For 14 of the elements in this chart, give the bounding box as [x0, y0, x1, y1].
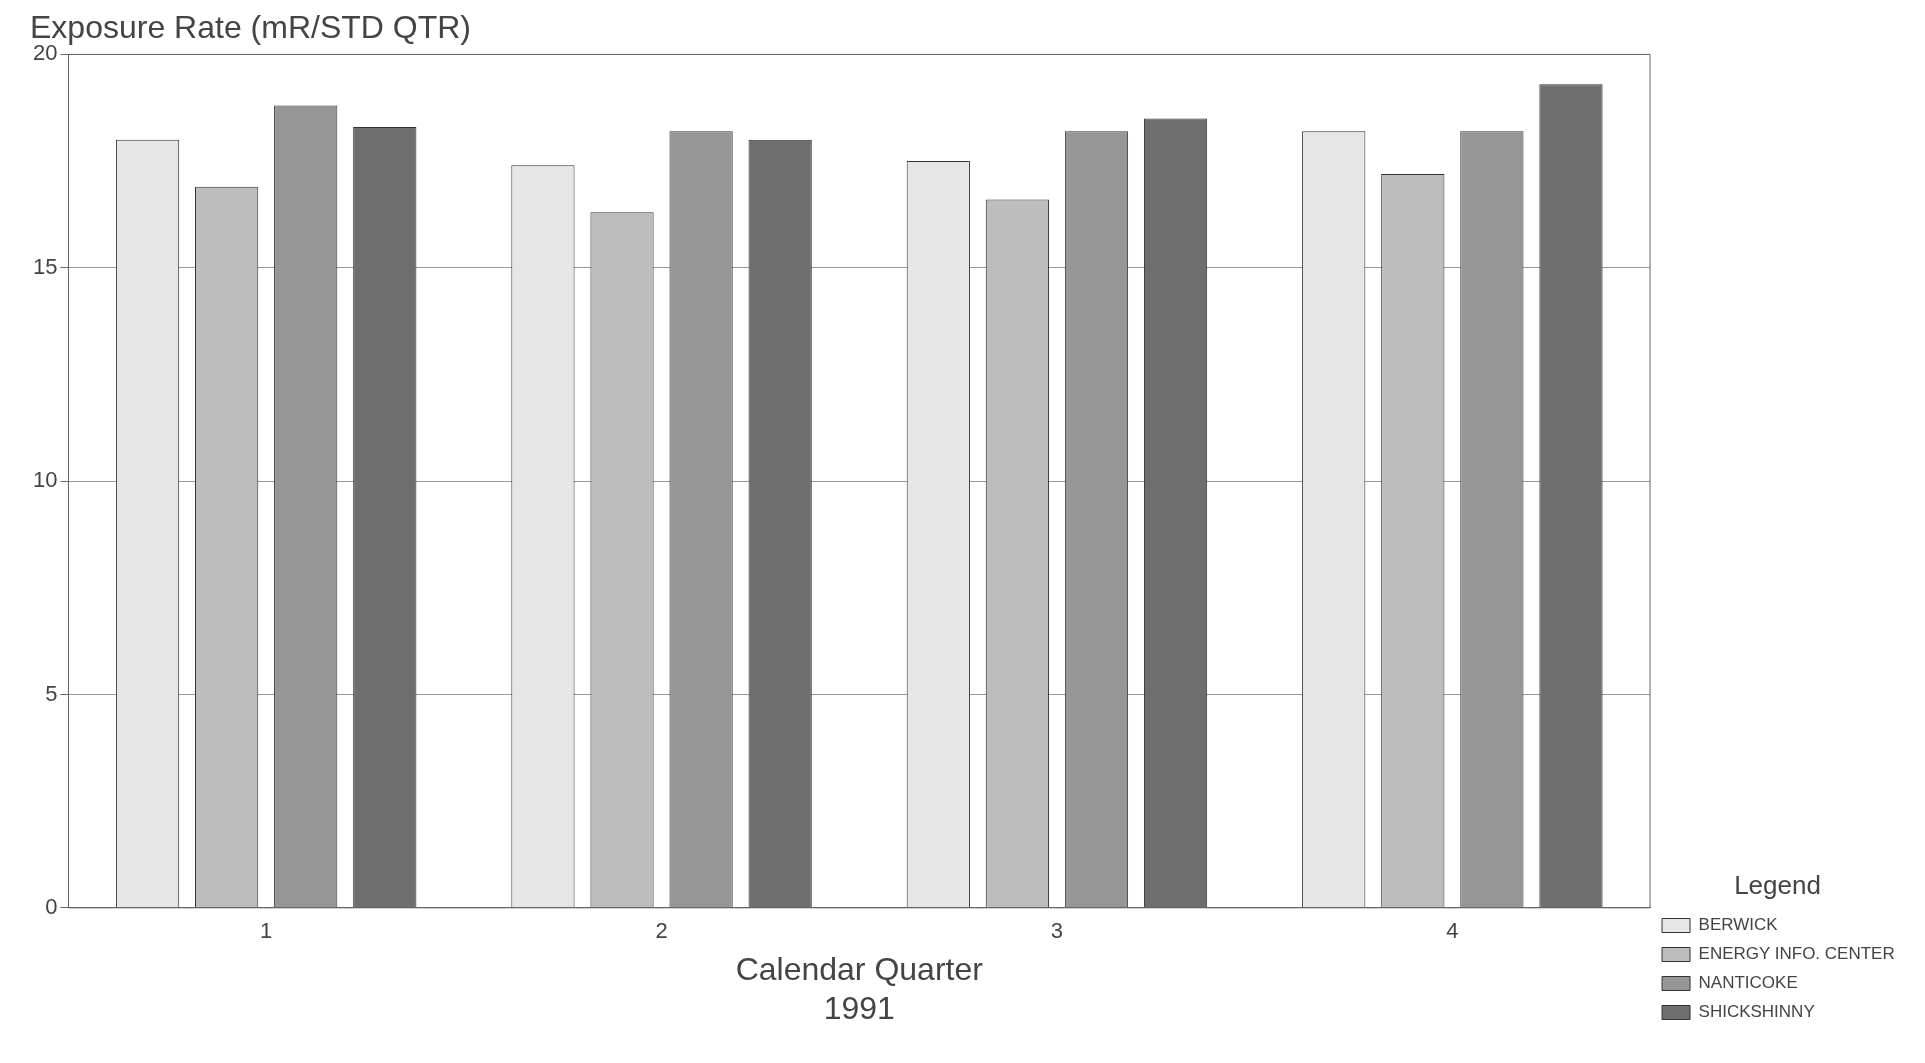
legend-label: BERWICK — [1698, 915, 1779, 935]
x-tick-label: 4 — [1446, 918, 1459, 944]
y-tick-label: 0 — [45, 893, 58, 919]
legend-label: ENERGY INFO. CENTER — [1698, 944, 1895, 964]
x-axis-title: Calendar Quarter 1991 — [735, 951, 984, 1026]
y-tick-label: 10 — [32, 467, 58, 493]
y-tick-label: 15 — [32, 253, 58, 279]
y-tick-label: 5 — [45, 680, 58, 706]
legend-label: SHICKSHINNY — [1698, 1002, 1815, 1022]
x-tick-label: 3 — [1050, 918, 1064, 944]
x-tick-label: 2 — [655, 918, 668, 944]
legend-label: NANTICOKE — [1698, 973, 1798, 993]
legend-title: Legend — [1734, 869, 1821, 900]
x-tick-label: 1 — [260, 918, 273, 944]
